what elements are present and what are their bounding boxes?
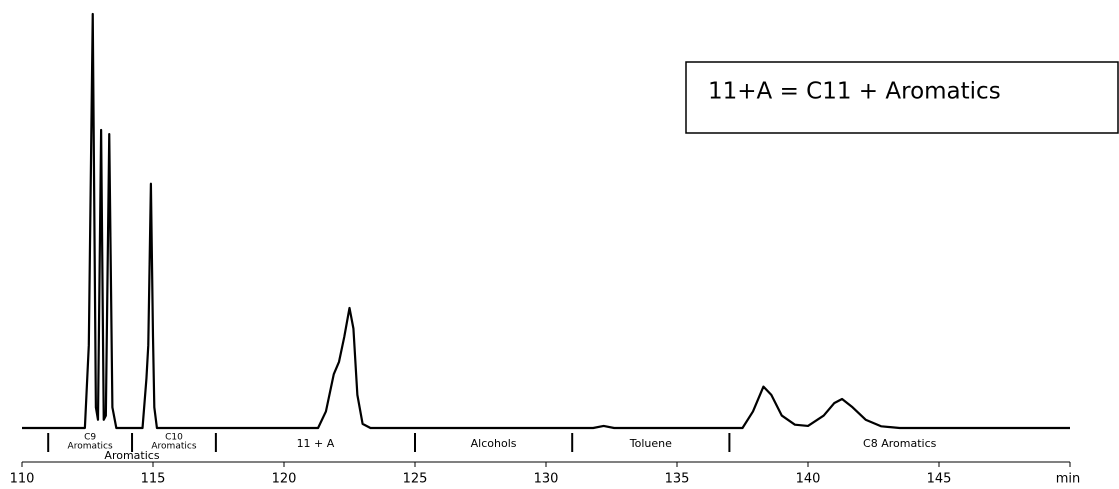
region-label: Aromatics	[151, 442, 196, 452]
note: 11+A = C11 + Aromatics	[708, 79, 1001, 105]
trace	[22, 12, 1070, 430]
region-label: C8 Aromatics	[863, 437, 937, 450]
region-label: Alcohols	[471, 437, 517, 450]
x-tick-label: 115	[141, 472, 166, 487]
x-tick-label: 110	[10, 472, 35, 487]
region-label: C9	[84, 433, 96, 443]
region-label: Toluene	[629, 437, 672, 450]
region-label: C10	[165, 433, 183, 443]
annotation: Aromatics	[104, 449, 159, 462]
note-box	[685, 61, 1119, 134]
x-tick-label: 135	[665, 472, 690, 487]
region-label: 11 + A	[297, 437, 335, 450]
x-tick-label: 140	[796, 472, 821, 487]
x-tick-label: 125	[403, 472, 428, 487]
region-label: Aromatics	[68, 442, 113, 452]
x-tick-label: 130	[534, 472, 559, 487]
x-tick-label: 120	[272, 472, 297, 487]
x-tick-label: 145	[927, 472, 952, 487]
x-tick-label: min	[1056, 472, 1081, 487]
